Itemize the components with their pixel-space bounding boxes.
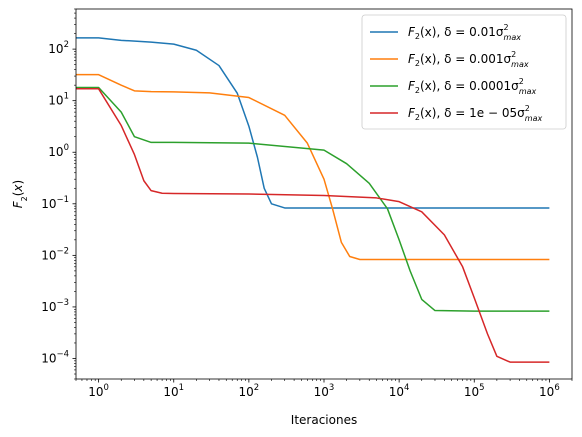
series-line-3 <box>76 86 550 312</box>
y-tick-label: 102 <box>48 40 69 56</box>
y-tick-label: 101 <box>48 92 69 108</box>
x-tick-label: 103 <box>314 383 335 399</box>
y-axis: 10−4 10−3 10−2 10−1 100 101 102 <box>41 8 76 380</box>
y-tick-label: 10−4 <box>41 349 69 365</box>
legend-entry: F2(x), δ = 0.01σ2 max <box>408 23 521 42</box>
x-tick-label: 101 <box>163 383 184 399</box>
y-tick-label: 100 <box>48 143 69 159</box>
series-line-1 <box>76 37 550 209</box>
y-tick-label: 10−3 <box>41 298 69 314</box>
y-tick-label: 10−1 <box>41 195 69 211</box>
legend: F2(x), δ = 0.01σ2 max F2(x), δ = 0.001σ2 ma… <box>361 14 567 130</box>
series-layer <box>76 37 550 363</box>
x-tick-label: 106 <box>539 383 560 399</box>
y-axis-label: F2(x) <box>11 180 29 208</box>
legend-entry: F2(x), δ = 1e − 05σ2 max <box>408 104 542 123</box>
y-tick-label: 10−2 <box>41 246 69 262</box>
legend-entry: F2(x), δ = 0.001σ2 max <box>408 50 529 69</box>
x-tick-label: 105 <box>464 383 485 399</box>
x-axis-label: Iteraciones <box>291 413 357 427</box>
legend-box <box>361 14 567 130</box>
x-axis: 100 101 102 103 104 105 106 <box>75 379 573 399</box>
x-tick-label: 100 <box>88 383 109 399</box>
legend-entry: F2(x), δ = 0.0001σ2 max <box>408 77 537 96</box>
series-line-4 <box>76 88 550 363</box>
x-tick-label: 104 <box>389 383 410 399</box>
series-line-2 <box>76 73 550 261</box>
x-tick-label: 102 <box>239 383 260 399</box>
